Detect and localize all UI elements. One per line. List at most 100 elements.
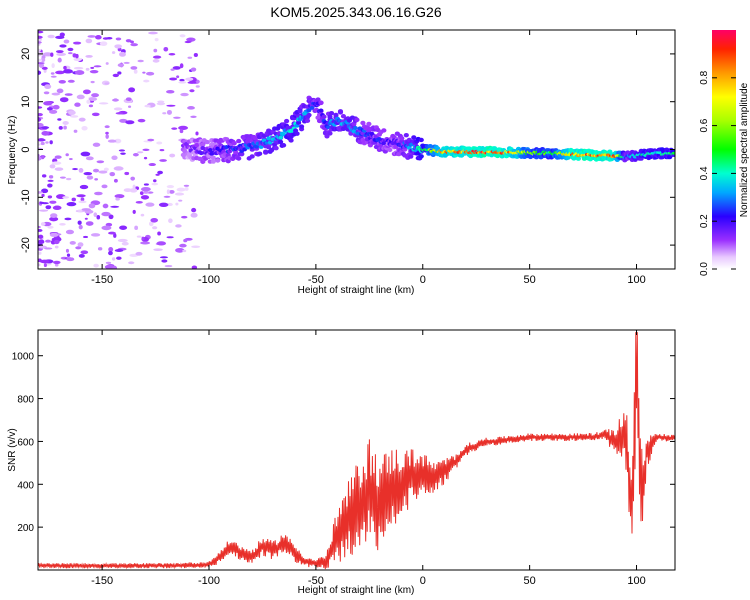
noise-cell [71,197,76,202]
noise-cell [111,257,116,261]
noise-cell [47,179,54,182]
noise-cell [107,139,117,143]
noise-cell [80,250,89,255]
ridge-core-cell [278,135,284,140]
noise-cell [157,231,161,236]
ridge-halo-cell [565,155,571,160]
noise-cell [187,106,195,110]
noise-cell [108,247,114,252]
noise-cell [77,242,84,247]
noise-cell [137,59,144,63]
noise-cell [38,63,45,68]
noise-cell [45,205,52,210]
noise-cell [41,188,49,194]
noise-cell [190,67,197,72]
noise-cell [88,97,98,102]
noise-cell [163,195,171,198]
ridge-halo-cell [298,124,305,129]
noise-cell [159,159,167,162]
noise-cell [69,241,76,245]
noise-cell [38,70,42,75]
noise-cell [83,235,88,239]
noise-cell [117,238,128,243]
noise-cell [155,173,160,176]
noise-cell [40,222,46,226]
ridge-halo-cell [186,151,192,157]
ridge-halo-cell [427,143,433,149]
ridge-halo-cell [318,100,324,106]
ridge-halo-cell [306,112,312,118]
noise-cell [93,263,99,268]
noise-cell [49,109,58,114]
noise-cell [68,110,76,115]
ridge-halo-cell [278,139,284,145]
noise-cell [121,241,129,246]
noise-cell [64,93,73,96]
ridge-halo-cell [327,131,333,136]
noise-cell [189,89,195,93]
noise-cell [41,202,49,205]
noise-cell [157,100,165,103]
ridge-halo-cell [408,154,414,159]
noise-cell [169,153,176,158]
ridge-halo-cell [575,156,581,161]
noise-cell [73,66,84,70]
noise-cell [43,91,50,95]
noise-cell [173,116,181,119]
noise-cell [163,46,169,52]
noise-cell [39,209,49,212]
noise-cell [65,153,69,157]
noise-cell [183,238,188,243]
noise-cell [151,182,159,186]
noise-cell [132,152,139,157]
noise-cell [96,214,101,220]
noise-cell [125,97,132,102]
noise-cell [83,172,93,176]
x-tick-label: -150 [91,575,113,587]
noise-cell [108,231,116,235]
noise-cell [152,55,162,59]
noise-cell [86,99,91,104]
noise-cell [166,89,175,94]
noise-cell [148,221,154,227]
y-tick-label: 800 [17,395,34,406]
ridge-halo-cell [257,151,263,156]
noise-cell [72,41,82,45]
ridge-halo-cell [387,147,393,153]
noise-cell [130,40,134,44]
noise-cell [49,200,57,204]
snr-axes: -150 -100 -50 0 50 100 200 400 600 800 1000 [12,330,675,587]
noise-cell [65,229,75,235]
ridge-halo-cell [324,134,330,139]
noise-cell [52,205,62,210]
noise-cell [93,65,102,68]
noise-cell [179,78,185,82]
noise-cell [125,39,132,43]
noise-cell [129,188,138,193]
ridge-halo-cell [399,136,405,141]
x-tick-label: -50 [308,575,324,587]
noise-cell [167,202,173,207]
colorbar: 0.0 0.2 0.4 0.6 0.8 Normalized spectral ampl… [699,30,750,276]
noise-cell [99,41,108,47]
noise-cell [139,191,144,196]
noise-cell [73,129,78,133]
colorbar-tick-label: 0.4 [699,166,710,180]
noise-cell [132,184,136,190]
noise-cell [110,205,120,208]
ridge-halo-cell [340,114,347,119]
noise-cell [49,164,56,169]
x-tick-label: -100 [198,274,220,286]
noise-cell [86,175,94,180]
noise-cell [41,193,45,198]
noise-cell [153,48,158,53]
noise-cell [40,126,50,130]
noise-cell [48,175,54,179]
noise-cell [38,62,45,65]
noise-cell [41,155,45,160]
noise-cell [91,93,100,98]
x-tick-label: 100 [627,575,645,587]
noise-cell [123,61,130,64]
